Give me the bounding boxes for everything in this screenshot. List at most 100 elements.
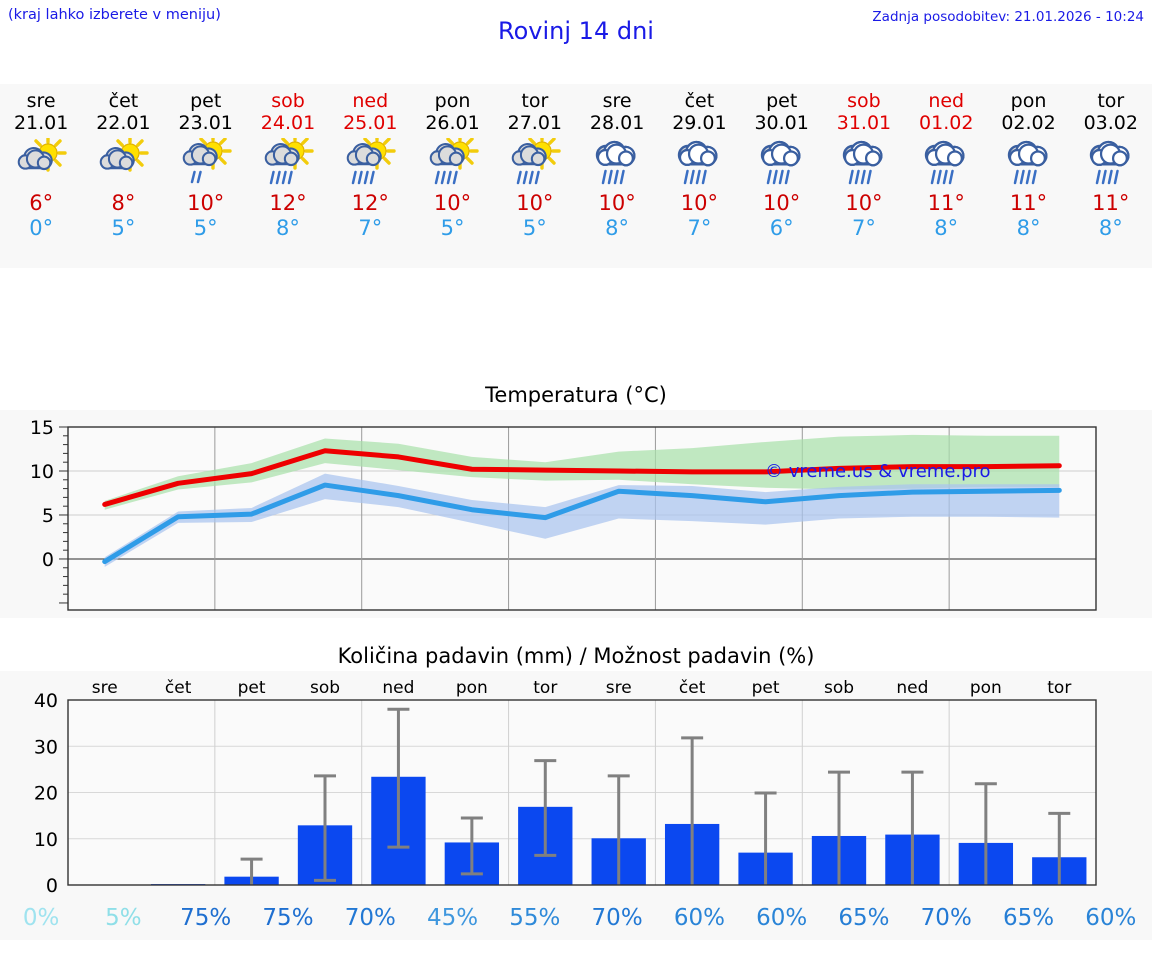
day-of-week: tor (1097, 90, 1125, 112)
day-of-week: pon (1010, 90, 1047, 112)
day-of-week: pet (766, 90, 798, 112)
precipitation-probability-value: 75% (262, 905, 314, 931)
precipitation-probability-value: 60% (756, 905, 808, 931)
day-column[interactable]: pon 26.01 10° 5° (411, 84, 493, 268)
day-column[interactable]: ned 01.02 11° 8° (905, 84, 987, 268)
precipitation-x-tick: čet (165, 678, 192, 698)
day-temp-min: 5° (111, 216, 136, 240)
day-of-week: sre (26, 90, 56, 112)
day-column[interactable]: tor 27.01 10° 5° (494, 84, 576, 268)
precipitation-y-tick: 10 (34, 829, 58, 851)
day-temp-min: 8° (605, 216, 630, 240)
day-of-week: tor (521, 90, 549, 112)
precipitation-x-tick: ned (382, 678, 414, 698)
day-of-week: čet (684, 90, 715, 112)
day-of-week: pet (190, 90, 222, 112)
day-temp-max: 10° (516, 191, 554, 215)
cloud-rain-icon (586, 136, 648, 191)
menu-note: (kraj lahko izberete v meniju) (8, 7, 221, 23)
day-column[interactable]: čet 22.01 8° 5° (82, 84, 164, 268)
cloud-rain-icon (751, 136, 813, 191)
day-column[interactable]: čet 29.01 10° 7° (658, 84, 740, 268)
day-of-week: čet (108, 90, 139, 112)
day-date: 23.01 (178, 112, 233, 134)
sun-cloud-light-rain-icon (175, 136, 237, 191)
day-temp-min: 5° (440, 216, 465, 240)
precipitation-probability-value: 70% (591, 905, 643, 931)
temperature-y-tick: 15 (30, 417, 54, 439)
day-temp-max: 11° (1092, 191, 1130, 215)
day-column[interactable]: tor 03.02 11° 8° (1070, 84, 1152, 268)
day-temp-min: 8° (934, 216, 959, 240)
precipitation-x-tick: tor (1047, 678, 1071, 698)
day-temp-max: 12° (351, 191, 389, 215)
sun-cloud-rain-icon (504, 136, 566, 191)
day-temp-min: 7° (687, 216, 712, 240)
precipitation-y-tick: 40 (34, 690, 58, 712)
day-temp-max: 12° (269, 191, 307, 215)
day-date: 01.02 (919, 112, 974, 134)
partly-cloudy-sun-icon (10, 136, 72, 191)
day-temp-min: 7° (852, 216, 876, 240)
day-date: 03.02 (1083, 112, 1138, 134)
sun-cloud-rain-icon (257, 136, 319, 191)
day-temp-min: 6° (769, 216, 794, 240)
precipitation-probability-value: 55% (509, 905, 561, 931)
day-of-week: pon (434, 90, 471, 112)
day-column[interactable]: sob 24.01 12° 8° (247, 84, 329, 268)
page-header: (kraj lahko izberete v meniju) Rovinj 14… (0, 0, 1152, 62)
precipitation-x-tick: sob (310, 678, 340, 698)
day-temp-max: 11° (927, 191, 965, 215)
cloud-rain-icon (1080, 136, 1142, 191)
temperature-chart: 0 5 10 15 © vreme.us & vreme.pro (30, 417, 1097, 611)
precipitation-x-tick: pet (752, 678, 780, 698)
sun-cloud-rain-icon (422, 136, 484, 191)
day-temp-max: 10° (680, 191, 718, 215)
day-date: 28.01 (589, 112, 645, 134)
day-temp-min: 7° (358, 216, 383, 240)
precipitation-x-tick: tor (533, 678, 557, 698)
day-temp-max: 11° (1009, 191, 1048, 215)
day-date: 30.01 (754, 112, 809, 134)
precipitation-chart-panel: Količina padavin (mm) / Možnost padavin … (0, 643, 1152, 928)
precipitation-probability-value: 5% (105, 905, 142, 931)
precipitation-probability-value: 45% (426, 905, 479, 931)
precipitation-probability-value: 65% (838, 905, 890, 931)
day-temp-max: 10° (598, 191, 636, 215)
precipitation-y-tick: 30 (34, 736, 58, 758)
precipitation-probability-value: 0% (22, 905, 60, 931)
cloud-rain-icon (998, 136, 1060, 191)
day-column[interactable]: pon 02.02 11° 8° (987, 84, 1069, 268)
day-temp-min: 0° (29, 216, 54, 240)
day-temp-max: 10° (433, 191, 472, 215)
temperature-line (102, 482, 1062, 565)
precipitation-probability-row: 0% 5% 75% 75% 70% 45% 55% 70% 60% 60% 65% 70% 65% 60% (0, 898, 1152, 940)
day-of-week: sob (847, 90, 881, 112)
day-temp-max: 10° (763, 191, 801, 215)
day-column[interactable]: sob 31.01 10° 7° (823, 84, 905, 268)
day-column[interactable]: pet 30.01 10° 6° (741, 84, 823, 268)
precipitation-probability-value: 65% (1002, 905, 1055, 931)
precipitation-x-tick: sre (606, 678, 632, 698)
day-column[interactable]: pet 23.01 10° 5° (165, 84, 247, 268)
day-of-week: sob (271, 90, 305, 112)
precipitation-x-tick: čet (679, 678, 706, 698)
temperature-line (102, 448, 1062, 507)
day-date: 02.02 (1001, 112, 1056, 134)
day-column[interactable]: sre 21.01 6° 0° (0, 84, 82, 268)
day-temp-min: 5° (193, 216, 218, 240)
precipitation-probability-value: 75% (180, 905, 232, 931)
day-column[interactable]: ned 25.01 12° 7° (329, 84, 411, 268)
precipitation-probability-value: 70% (920, 905, 972, 931)
precipitation-x-tick: pon (456, 678, 488, 698)
precipitation-x-tick: sre (92, 678, 118, 698)
day-temp-min: 8° (1016, 216, 1041, 240)
cloud-rain-icon (833, 136, 895, 191)
day-column[interactable]: sre 28.01 10° 8° (576, 84, 658, 268)
page-title: Rovinj 14 dni (498, 17, 654, 45)
temperature-chart-panel: Temperatura (°C) 0 5 10 15 © vreme.us & vrem… (0, 382, 1152, 618)
day-date: 22.01 (96, 112, 151, 134)
cloud-rain-icon (668, 136, 730, 191)
precipitation-x-tick: pet (238, 678, 266, 698)
